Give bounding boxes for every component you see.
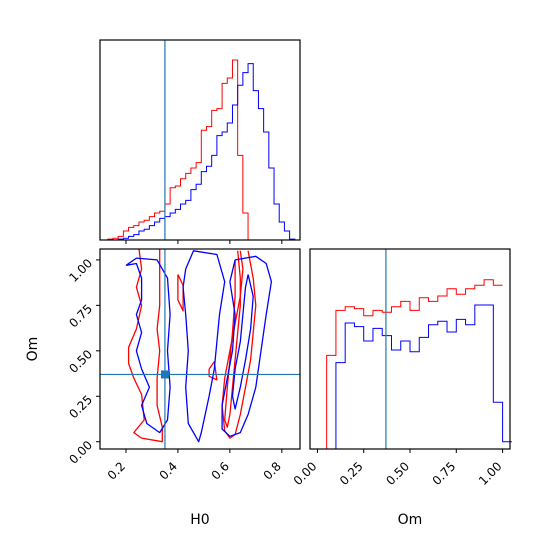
joint-contour-1-1 — [231, 274, 254, 410]
joint-x-tick-label-0: 0.2 — [105, 459, 128, 482]
joint-y-tick-label-2: 0.50 — [66, 347, 95, 376]
joint-x-tick-label-1: 0.4 — [157, 459, 180, 482]
joint-truth-marker — [160, 370, 169, 379]
joint-contour-0-2 — [127, 248, 163, 443]
om-histogram-series — [317, 279, 512, 450]
om-histogram-series-1 — [317, 304, 512, 450]
h0-marginal-ticks — [125, 240, 283, 244]
panel-h0-marginal — [99, 39, 301, 244]
joint-contour-0-0 — [221, 250, 257, 439]
h0-histogram-series-0 — [102, 59, 269, 241]
panel-om-marginal: 0.00 0.25 0.50 0.75 1.00 Om — [291, 248, 512, 528]
joint-y-tick-label-0: 0.00 — [66, 438, 95, 467]
h0-histogram-series-1 — [102, 63, 300, 241]
joint-contour-1-0 — [221, 255, 273, 437]
om-x-axis-label: Om — [398, 512, 423, 528]
om-x-tick-label-2: 0.50 — [383, 459, 412, 488]
joint-frame — [99, 248, 301, 450]
joint-x-ticks: 0.2 0.4 0.6 0.8 — [105, 449, 284, 483]
joint-contour-0-1 — [224, 250, 241, 428]
om-x-tick-label-0: 0.00 — [291, 459, 320, 488]
joint-x-tick-label-3: 0.8 — [261, 459, 284, 482]
om-x-tick-label-4: 1.00 — [476, 459, 505, 488]
panel-h0-om-joint: 0.2 0.4 0.6 0.8 0.00 0.25 0.50 0.75 1.00 H0 Om — [25, 248, 301, 528]
joint-contour-1-2 — [125, 257, 171, 434]
om-x-tick-label-1: 0.25 — [337, 459, 366, 488]
h0-histogram-series — [102, 59, 300, 241]
om-x-ticks: 0.00 0.25 0.50 0.75 1.00 — [291, 449, 505, 488]
joint-x-tick-label-2: 0.6 — [209, 459, 232, 482]
joint-contour-series — [125, 248, 273, 443]
joint-y-ticks: 0.00 0.25 0.50 0.75 1.00 — [66, 256, 100, 467]
joint-contour-1-3 — [182, 250, 226, 443]
h0-marginal-frame — [99, 39, 301, 241]
joint-x-axis-label: H0 — [190, 512, 209, 528]
om-x-tick-label-3: 0.75 — [430, 459, 459, 488]
joint-y-tick-label-3: 0.75 — [66, 302, 95, 331]
om-histogram-series-0 — [317, 279, 503, 450]
joint-y-tick-label-4: 1.00 — [66, 256, 95, 285]
joint-y-tick-label-1: 0.25 — [66, 392, 95, 421]
joint-contour-0-3 — [177, 274, 184, 312]
joint-y-axis-label: Om — [25, 337, 41, 362]
